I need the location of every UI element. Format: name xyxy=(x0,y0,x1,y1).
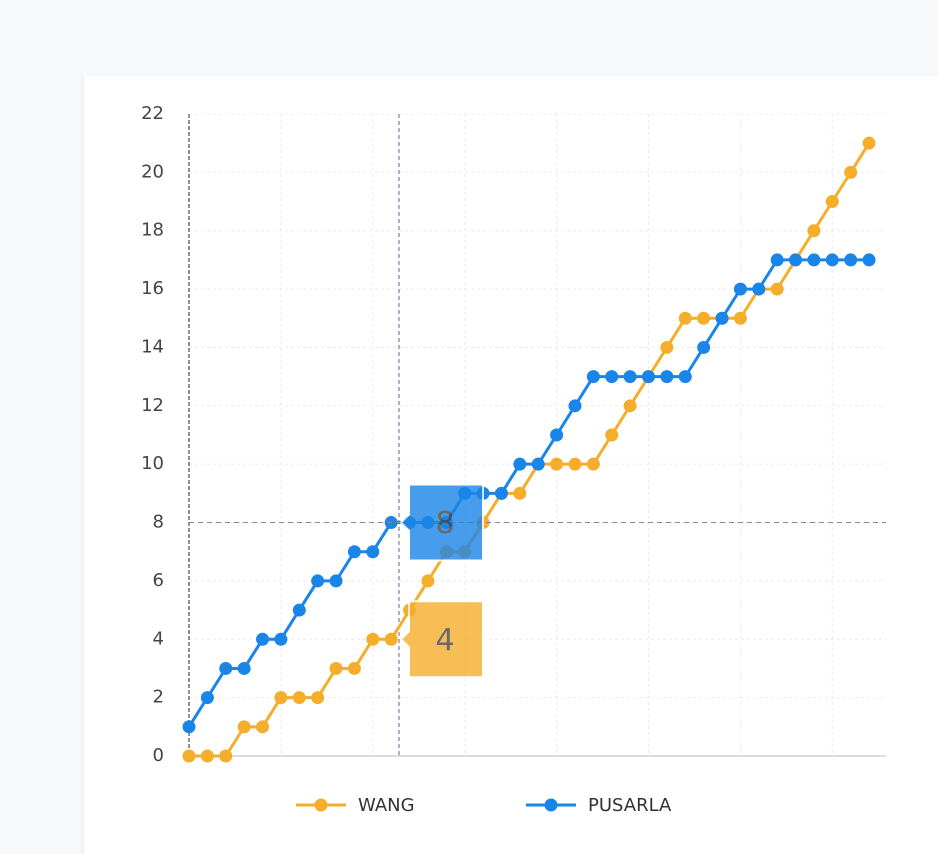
y-tick-label: 18 xyxy=(141,220,164,241)
data-point xyxy=(292,603,306,617)
data-point xyxy=(642,370,655,384)
data-point xyxy=(586,370,600,384)
data-point xyxy=(697,340,711,354)
data-point xyxy=(219,661,233,675)
data-point xyxy=(623,370,637,384)
data-point xyxy=(182,720,196,734)
data-point xyxy=(256,632,270,646)
data-point xyxy=(311,691,325,705)
tooltip-box xyxy=(399,600,484,679)
data-point xyxy=(770,253,784,267)
data-point xyxy=(568,457,582,471)
data-point xyxy=(237,720,251,734)
legend-label: WANG xyxy=(358,795,415,816)
data-point xyxy=(384,632,398,646)
y-tick-label: 12 xyxy=(141,395,164,416)
data-point xyxy=(274,691,288,705)
y-tick-label: 4 xyxy=(153,628,164,649)
data-point xyxy=(789,253,803,267)
y-tick-label: 22 xyxy=(141,103,164,124)
data-point xyxy=(421,574,435,588)
data-point xyxy=(825,253,839,267)
data-point xyxy=(347,545,361,559)
data-point xyxy=(182,749,196,763)
data-point xyxy=(329,661,343,675)
data-point xyxy=(715,311,729,325)
y-tick-label: 10 xyxy=(141,453,164,474)
panel xyxy=(83,76,938,854)
data-point xyxy=(678,370,692,384)
data-point xyxy=(660,370,674,384)
data-point xyxy=(292,691,306,705)
data-point xyxy=(733,282,747,296)
data-point xyxy=(366,545,380,559)
data-point xyxy=(862,136,876,150)
data-point xyxy=(678,311,692,325)
tooltip: 4 xyxy=(399,600,484,679)
data-point xyxy=(550,457,564,471)
data-point xyxy=(825,195,839,209)
data-point xyxy=(200,691,214,705)
data-point xyxy=(605,370,619,384)
data-point xyxy=(531,457,545,471)
data-point xyxy=(623,399,637,413)
data-point xyxy=(770,282,784,296)
data-point xyxy=(366,632,380,646)
data-point xyxy=(219,749,233,763)
tooltip: 8 xyxy=(399,483,484,562)
data-point xyxy=(311,574,325,588)
y-tick-label: 8 xyxy=(153,512,164,533)
data-point xyxy=(844,165,858,179)
y-tick-label: 14 xyxy=(141,336,164,357)
data-point xyxy=(844,253,858,267)
tooltip-text: 8 xyxy=(435,506,454,541)
data-point xyxy=(513,457,527,471)
data-point xyxy=(200,749,214,763)
data-point xyxy=(329,574,343,588)
data-point xyxy=(513,486,527,500)
y-tick-label: 2 xyxy=(153,687,164,708)
y-tick-label: 6 xyxy=(153,570,164,591)
data-point xyxy=(697,311,711,325)
data-point xyxy=(550,428,564,442)
data-point xyxy=(733,311,747,325)
y-tick-label: 0 xyxy=(153,745,164,766)
legend-marker xyxy=(544,798,558,812)
tooltip-box xyxy=(399,483,484,562)
data-point xyxy=(347,661,361,675)
data-point xyxy=(807,253,821,267)
data-point xyxy=(568,399,582,413)
data-point xyxy=(586,457,600,471)
y-tick-label: 16 xyxy=(141,278,164,299)
data-point xyxy=(256,720,270,734)
data-point xyxy=(494,486,508,500)
data-point xyxy=(605,428,619,442)
legend-marker xyxy=(314,798,328,812)
data-point xyxy=(752,282,766,296)
data-point xyxy=(862,253,876,267)
data-point xyxy=(274,632,288,646)
y-tick-label: 20 xyxy=(141,161,164,182)
data-point xyxy=(237,661,251,675)
tooltip-text: 4 xyxy=(435,623,454,658)
data-point xyxy=(807,224,821,238)
data-point xyxy=(660,340,674,354)
legend-label: PUSARLA xyxy=(588,795,672,816)
